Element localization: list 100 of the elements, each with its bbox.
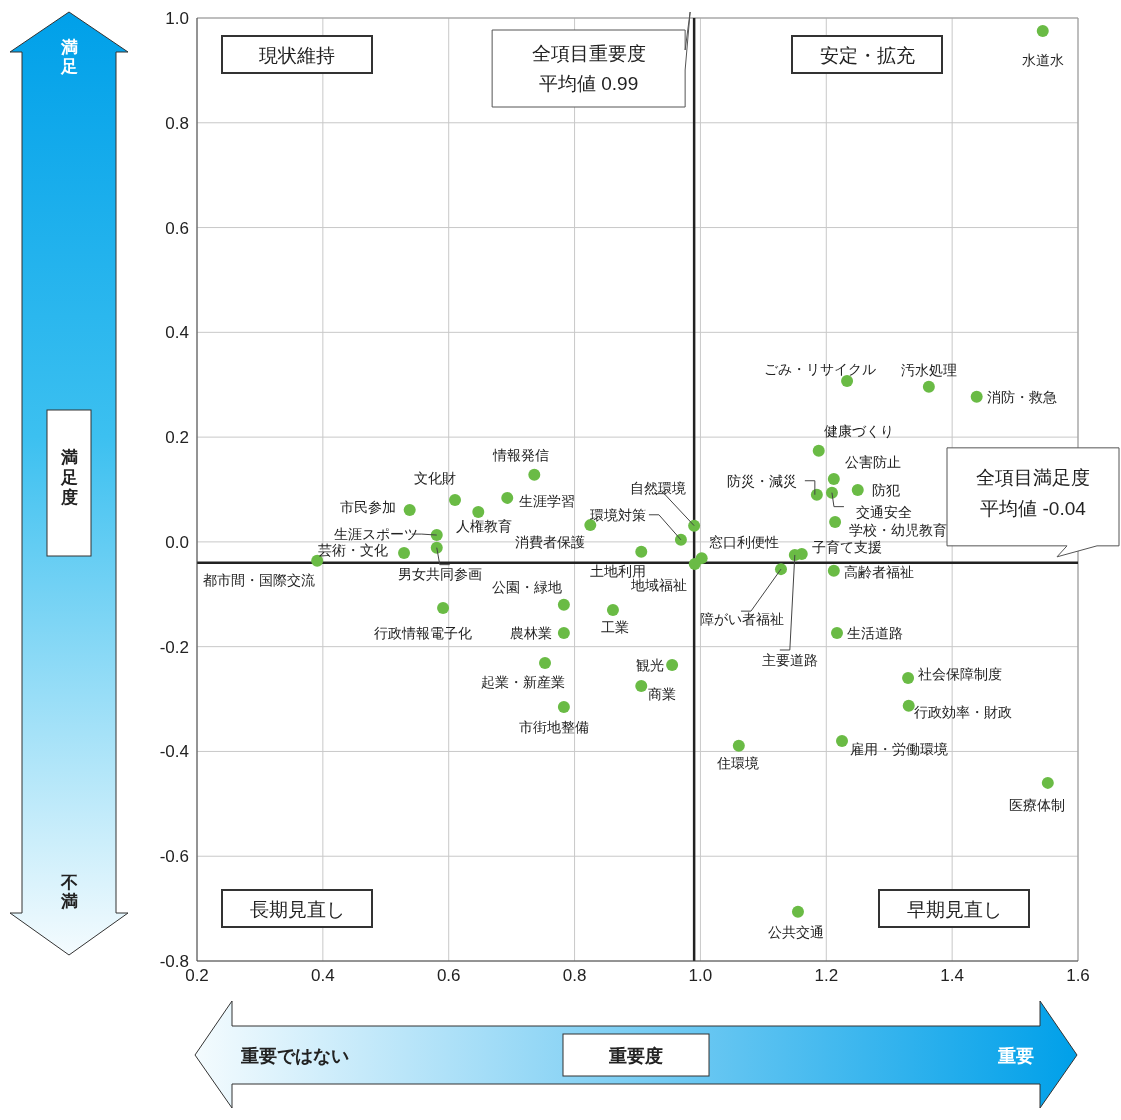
point: [836, 734, 849, 747]
point: [825, 486, 838, 499]
annotation: 窓口利便性: [708, 534, 779, 551]
annotation: 土地利用: [590, 562, 647, 579]
annotation: 公害防止: [844, 454, 901, 471]
annotation: 高齢者福祉: [843, 563, 914, 580]
y-tick-label: 1.0: [165, 9, 189, 29]
y-tick-label: 0.8: [165, 113, 189, 133]
annotation: 公共交通: [767, 923, 824, 940]
annotation: 農林業: [509, 625, 552, 642]
x-tick-label: 0.2: [185, 966, 209, 986]
point: [810, 488, 823, 501]
point: [528, 468, 541, 481]
annotation: 男女共同参画: [397, 565, 482, 582]
x-axis-title: 重要度: [608, 1046, 663, 1066]
text: 不満: [59, 873, 78, 911]
point: [902, 699, 915, 712]
annotation: 環境対策: [589, 506, 646, 523]
point: [557, 627, 570, 640]
y-tick-label: -0.6: [159, 847, 189, 867]
point: [812, 444, 825, 457]
annotation: 学校・幼児教育: [849, 521, 948, 538]
annotation: 防災・減災: [726, 472, 797, 489]
annotation: 文化財: [414, 469, 457, 486]
y-axis-title: 満足度: [59, 448, 78, 507]
annotation: 子育て支援: [811, 538, 882, 555]
annotation: 消防・救急: [986, 388, 1057, 405]
point: [501, 491, 514, 504]
annotation: 生活道路: [846, 625, 903, 642]
annotation: 健康づくり: [823, 422, 894, 439]
point: [666, 659, 679, 671]
x-tick-label: 1.2: [814, 966, 839, 986]
annotation: 医療体制: [1008, 796, 1065, 813]
annotation: 防犯: [871, 482, 900, 499]
point: [430, 541, 443, 554]
annotation: 観光: [636, 657, 665, 673]
point: [635, 679, 648, 692]
annotation: 起業・新産業: [480, 673, 565, 690]
point: [830, 627, 843, 640]
annotation: 水道水: [1021, 52, 1064, 69]
y-tick-label: 0.0: [165, 532, 189, 552]
annotation: 交通安全: [855, 503, 912, 520]
text: 満足: [59, 38, 78, 76]
point: [827, 473, 840, 486]
ref-line-label: 全項目満足度平均値 -0.04: [976, 466, 1090, 519]
y-tick-label: -0.4: [159, 742, 189, 762]
point: [688, 519, 701, 532]
point: [539, 656, 551, 669]
annotation: 公園・緑地: [491, 578, 562, 595]
point: [635, 545, 648, 558]
y-tick-label: 0.4: [165, 323, 189, 343]
annotation: 現状維持: [259, 44, 335, 66]
point: [841, 375, 854, 388]
point: [606, 603, 619, 616]
point: [922, 380, 935, 393]
point: [557, 598, 570, 611]
annotation: 芸術・文化: [318, 541, 389, 558]
annotation: 消費者保護: [515, 534, 586, 551]
x-tick-label: 0.8: [562, 966, 587, 986]
y-tick-label: 0.6: [165, 218, 189, 238]
point: [674, 533, 687, 546]
annotation: 生涯スポーツ: [333, 526, 418, 543]
point: [732, 739, 745, 752]
ref-line-label: 全項目重要度平均値 0.99: [531, 43, 646, 94]
point: [437, 601, 450, 614]
point: [1041, 776, 1054, 789]
x-tick-label: 1.4: [940, 966, 964, 986]
annotation: 都市間・国際交流: [203, 571, 316, 588]
annotation: 生涯学習: [519, 492, 576, 509]
annotation: 情報発信: [492, 446, 550, 463]
point: [430, 529, 443, 542]
point: [851, 484, 864, 497]
annotation: 長期見直し: [249, 898, 345, 920]
x-tick-label: 1.0: [688, 966, 713, 986]
annotation: 安定・拡充: [819, 44, 915, 66]
annotation: 工業: [600, 618, 629, 635]
annotation: 障がい者福祉: [699, 611, 784, 628]
text: 重要: [997, 1046, 1034, 1066]
annotation: 市民参加: [339, 498, 396, 515]
point: [557, 700, 570, 713]
point: [827, 564, 840, 577]
point: [688, 557, 701, 570]
annotation: 人権教育: [456, 518, 513, 535]
text: 重要ではない: [240, 1046, 349, 1066]
point: [902, 672, 915, 685]
y-tick-label: 0.2: [165, 428, 189, 448]
annotation: ごみ・リサイクル: [764, 361, 877, 378]
point: [774, 563, 787, 576]
x-tick-label: 0.4: [311, 966, 335, 986]
annotation: 住環境: [715, 754, 759, 771]
annotation: 行政情報電子化: [374, 624, 473, 641]
annotation: 市街地整備: [518, 718, 589, 735]
point: [449, 493, 462, 506]
x-tick-label: 1.6: [1066, 966, 1090, 986]
annotation: 行政効率・財政: [913, 703, 1012, 720]
annotation: 汚水処理: [900, 361, 957, 378]
point: [791, 905, 804, 918]
annotation: 自然環境: [630, 479, 687, 496]
y-tick-label: -0.2: [159, 637, 189, 657]
point: [398, 546, 411, 559]
